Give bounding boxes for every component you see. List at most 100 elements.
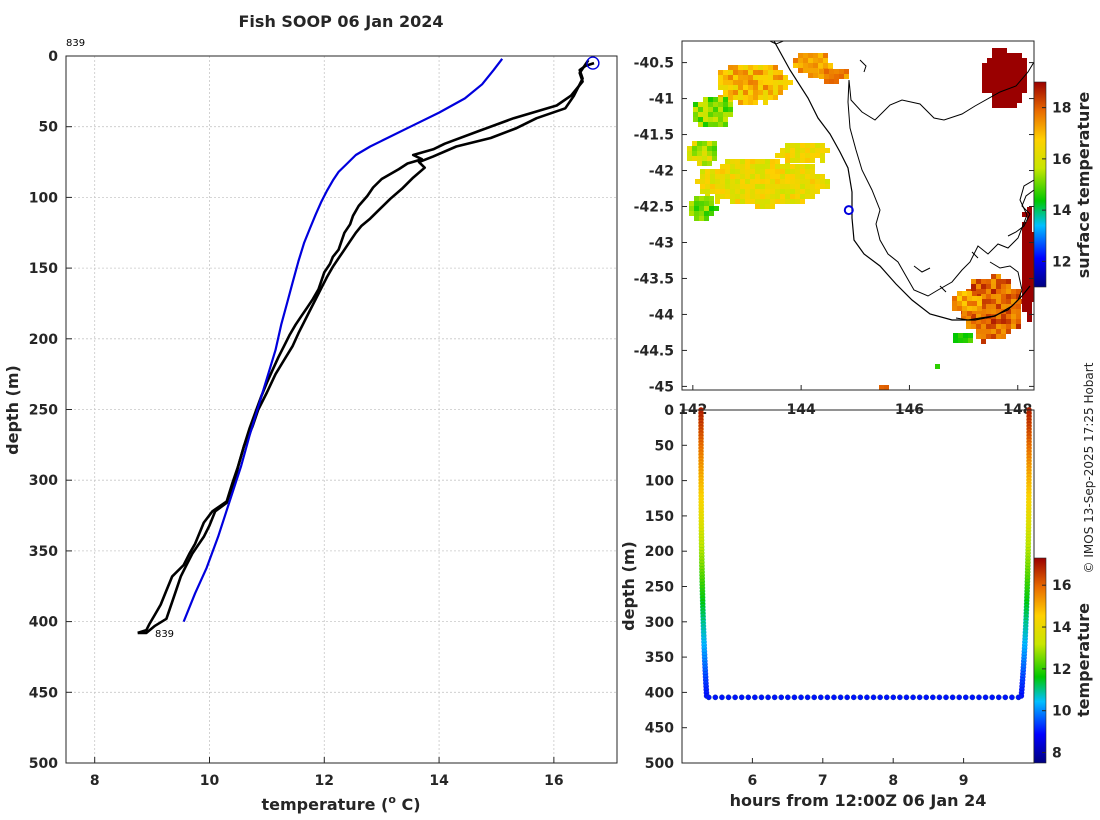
sst-pixel bbox=[738, 85, 743, 90]
sst-pixel bbox=[703, 107, 708, 112]
sst-pixel bbox=[1002, 78, 1007, 83]
sst-pixel bbox=[834, 74, 839, 79]
sst-pixel bbox=[1032, 232, 1034, 237]
sst-pixel bbox=[1011, 309, 1016, 314]
sst-pixel bbox=[715, 174, 720, 179]
section-bottom-point bbox=[758, 694, 765, 701]
sst-pixel bbox=[755, 194, 760, 199]
sst-pixel bbox=[996, 274, 1001, 279]
sst-pixel bbox=[1001, 289, 1006, 294]
sst-pixel bbox=[1032, 242, 1034, 247]
sst-pixel bbox=[967, 296, 972, 301]
sst-pixel bbox=[996, 329, 1001, 334]
sst-pixel bbox=[763, 95, 768, 100]
sst-pixel bbox=[1032, 252, 1034, 257]
sst-pixel bbox=[730, 184, 735, 189]
sst-pixel bbox=[968, 333, 973, 338]
sst-pixel bbox=[977, 306, 982, 311]
section-bottom-point bbox=[1009, 694, 1015, 701]
sst-pixel bbox=[982, 78, 987, 83]
sst-pixel bbox=[828, 63, 833, 68]
sst-pixel bbox=[748, 65, 753, 70]
sst-pixel bbox=[1001, 324, 1006, 329]
sst-pixel bbox=[1016, 324, 1021, 329]
sst-pixel bbox=[708, 102, 713, 107]
temperature-colorbar-tick-label: 10 bbox=[1052, 704, 1072, 720]
sst-pixel bbox=[708, 107, 713, 112]
sst-pixel bbox=[1027, 207, 1032, 212]
section-bottom-point bbox=[916, 694, 923, 701]
profile-ytick-label: 0 bbox=[48, 49, 58, 65]
sst-pixel bbox=[1027, 222, 1032, 227]
sst-pixel bbox=[1002, 63, 1007, 68]
sst-pixel bbox=[805, 179, 810, 184]
sst-pixel bbox=[712, 146, 717, 151]
sst-pixel bbox=[986, 324, 991, 329]
sst-pixel bbox=[997, 88, 1002, 93]
sst-pixel bbox=[992, 103, 997, 108]
sst-pixel bbox=[992, 73, 997, 78]
sst-pixel bbox=[1017, 68, 1022, 73]
sst-pixel bbox=[708, 122, 713, 127]
sst-pixel bbox=[976, 309, 981, 314]
sst-pixel bbox=[702, 146, 707, 151]
sst-pixel bbox=[750, 199, 755, 204]
sst-pixel bbox=[829, 69, 834, 74]
sst-pixel bbox=[753, 85, 758, 90]
sst-pixel bbox=[962, 291, 967, 296]
sst-pixel bbox=[1027, 317, 1032, 322]
sst-pixel bbox=[733, 70, 738, 75]
sst-pixel bbox=[1027, 217, 1032, 222]
sst-pixel bbox=[1027, 257, 1032, 262]
sst-pixel bbox=[725, 179, 730, 184]
sst-pixel bbox=[1017, 63, 1022, 68]
sst-pixel bbox=[713, 102, 718, 107]
sst-pixel bbox=[1006, 279, 1011, 284]
sst-pixel bbox=[755, 174, 760, 179]
sst-pixel bbox=[976, 289, 981, 294]
sst-pixel bbox=[725, 164, 730, 169]
sst-pixel bbox=[795, 164, 800, 169]
sst-pixel bbox=[702, 151, 707, 156]
sst-pixel bbox=[689, 206, 694, 211]
sst-pixel bbox=[790, 153, 795, 158]
sst-pixel bbox=[775, 164, 780, 169]
sst-pixel bbox=[800, 158, 805, 163]
sst-pixel bbox=[748, 95, 753, 100]
section-bottom-point bbox=[982, 694, 989, 701]
sst-pixel bbox=[987, 88, 992, 93]
sst-pixel bbox=[996, 314, 1001, 319]
sst-pixel bbox=[718, 102, 723, 107]
sst-pixel bbox=[957, 306, 962, 311]
sst-pixel bbox=[693, 117, 698, 122]
sst-pixel bbox=[790, 184, 795, 189]
sst-pixel bbox=[1027, 307, 1032, 312]
sst-pixel bbox=[707, 156, 712, 161]
sst-pixel bbox=[1002, 103, 1007, 108]
section-bottom-point bbox=[962, 694, 969, 701]
sst-pixel bbox=[798, 53, 803, 58]
sst-pixel bbox=[689, 211, 694, 216]
profile-ytick-label: 500 bbox=[29, 756, 58, 772]
section-ytick-label: 0 bbox=[664, 403, 674, 419]
sst-pixel bbox=[753, 65, 758, 70]
sst-pixel bbox=[1002, 93, 1007, 98]
sst-pixel bbox=[725, 189, 730, 194]
section-bottom-point bbox=[969, 694, 976, 701]
sst-pixel bbox=[703, 102, 708, 107]
sst-pixel bbox=[765, 189, 770, 194]
sst-pixel bbox=[705, 179, 710, 184]
section-bottom-point bbox=[725, 694, 732, 701]
sst-pixel bbox=[718, 70, 723, 75]
sst-pixel bbox=[1022, 242, 1027, 247]
sst-pixel bbox=[738, 80, 743, 85]
profile-x-axis-label: temperature (o C) bbox=[261, 793, 420, 814]
sst-pixel bbox=[805, 189, 810, 194]
sst-pixel bbox=[1017, 53, 1022, 58]
section-bottom-point bbox=[784, 694, 791, 701]
sst-pixel bbox=[820, 153, 825, 158]
sst-pixel bbox=[780, 174, 785, 179]
sst-pixel bbox=[1007, 93, 1012, 98]
sst-pixel bbox=[748, 70, 753, 75]
map-ytick-label: -41 bbox=[649, 92, 674, 108]
